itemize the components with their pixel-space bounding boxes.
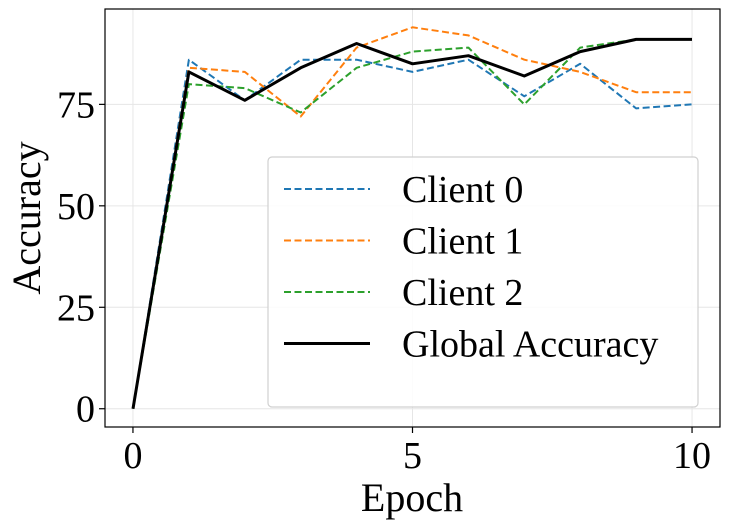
series-lines (131, 26, 693, 409)
x-axis-label: Epoch (361, 475, 463, 520)
legend: Client 0 Client 1 Client 2 Global Accuracy (267, 156, 699, 408)
series-line-1 (132, 26, 692, 409)
x-tick-label: 5 (403, 435, 422, 477)
legend-label-2: Client 2 (402, 272, 523, 314)
y-axis-ticks: 0 25 50 75 (57, 84, 105, 431)
y-axis-label: Accuracy (4, 141, 49, 294)
legend-items: Client 0 Client 1 Client 2 Global Accuracy (284, 169, 658, 366)
legend-box (267, 156, 699, 408)
legend-label-3: Global Accuracy (402, 324, 658, 366)
y-tick-label: 0 (76, 389, 95, 431)
x-axis-ticks: 0 5 10 (123, 427, 711, 477)
legend-label-0: Client 0 (402, 169, 523, 211)
legend-label-1: Client 1 (402, 221, 523, 263)
series-line-2 (132, 38, 692, 409)
x-tick-label: 10 (673, 435, 711, 477)
series-line-3 (131, 37, 692, 409)
series-line-0 (132, 58, 693, 409)
y-tick-label: 50 (57, 186, 95, 228)
y-tick-label: 25 (57, 287, 95, 329)
x-tick-label: 0 (123, 435, 142, 477)
y-tick-label: 75 (57, 84, 95, 126)
